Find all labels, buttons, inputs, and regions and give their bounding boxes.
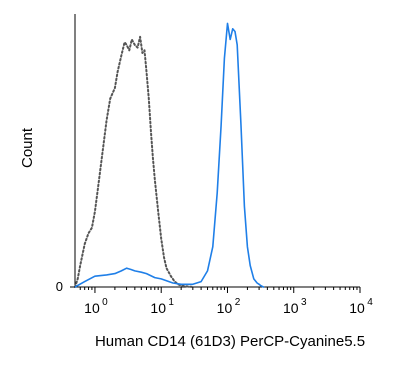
x-tick-label: 10 (150, 300, 166, 316)
x-tick-exponent: 3 (301, 297, 307, 308)
x-tick-label: 10 (84, 300, 100, 316)
axes (74, 14, 360, 288)
ticks: 10 0 10 1 10 2 10 3 10 40 (56, 279, 373, 316)
y-tick-label: 0 (56, 279, 63, 294)
control-histogram-line (74, 35, 194, 288)
x-tick-exponent: 4 (367, 297, 373, 308)
x-tick-label: 10 (283, 300, 299, 316)
x-tick-exponent: 1 (168, 297, 174, 308)
x-tick-label: 10 (217, 300, 233, 316)
series-layer (74, 22, 265, 288)
x-tick-label: 10 (349, 300, 365, 316)
x-axis-label: Human CD14 (61D3) PerCP-Cyanine5.5 (95, 333, 365, 350)
y-axis-label: Count (19, 127, 36, 168)
x-tick-exponent: 2 (235, 297, 241, 308)
x-tick-exponent: 0 (102, 297, 108, 308)
stained-histogram-line (74, 22, 265, 288)
